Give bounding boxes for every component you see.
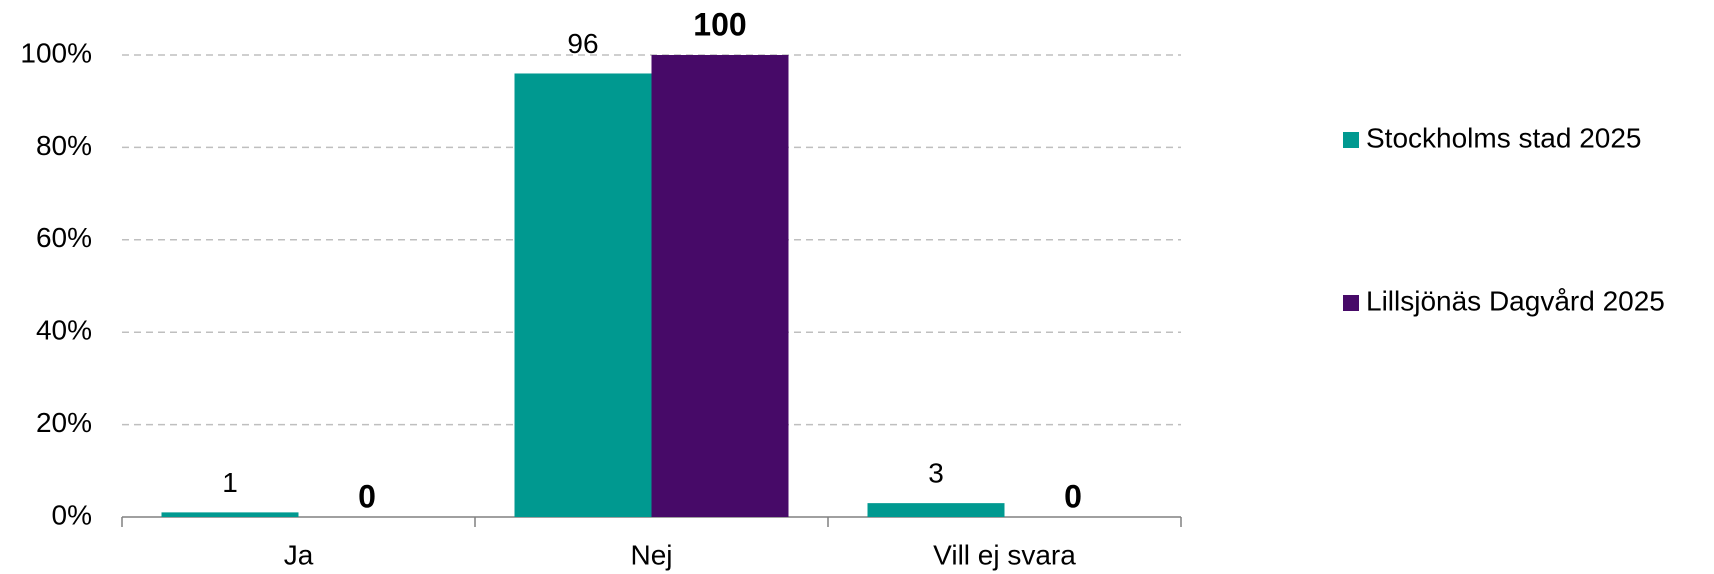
bar — [867, 503, 1005, 517]
data-label: 0 — [358, 478, 376, 514]
y-tick-label: 40% — [36, 315, 92, 346]
y-tick-label: 0% — [52, 499, 92, 530]
y-tick-label: 80% — [36, 130, 92, 161]
data-label: 1 — [222, 467, 238, 498]
bar — [161, 512, 299, 517]
data-label: 100 — [693, 6, 746, 42]
y-tick-label: 100% — [20, 37, 92, 68]
bar — [514, 73, 652, 517]
data-label: 3 — [928, 458, 944, 489]
x-tick-label: Ja — [284, 539, 314, 570]
y-tick-label: 20% — [36, 407, 92, 438]
legend-swatch — [1343, 132, 1359, 148]
legend-label: Lillsjönäs Dagvård 2025 — [1366, 285, 1665, 316]
y-tick-label: 60% — [36, 222, 92, 253]
legend-swatch — [1343, 295, 1359, 311]
legend-label: Stockholms stad 2025 — [1366, 122, 1642, 153]
data-label: 96 — [567, 28, 598, 59]
data-label: 0 — [1064, 478, 1082, 514]
bar — [651, 55, 789, 517]
x-tick-label: Nej — [630, 539, 672, 570]
x-tick-label: Vill ej svara — [933, 539, 1076, 570]
